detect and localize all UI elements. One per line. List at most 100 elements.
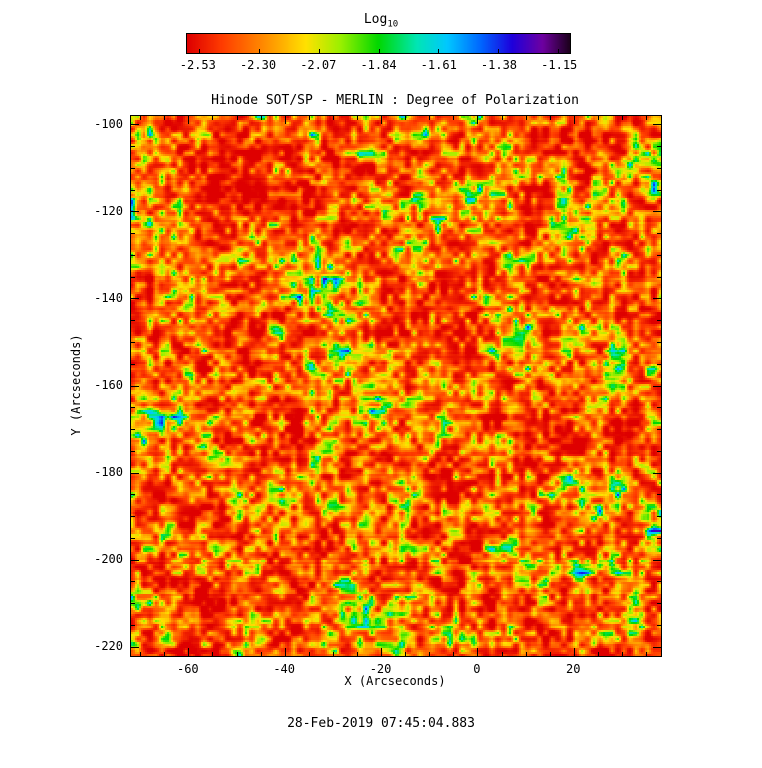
x-minor-tick [164,652,166,656]
y-minor-tick [131,625,135,627]
y-minor-tick [657,429,661,431]
colorbar-tick [198,49,200,53]
x-minor-tick [453,116,455,120]
colorbar-tick [558,49,560,53]
timestamp: 28-Feb-2019 07:45:04.883 [287,716,475,731]
y-minor-tick [131,537,135,539]
y-minor-tick [657,320,661,322]
y-major-tick [653,472,661,474]
x-minor-tick [164,116,166,120]
y-minor-tick [657,254,661,256]
x-major-tick [573,648,575,656]
y-major-tick [653,211,661,213]
y-tick-label: -220 [94,639,123,654]
x-minor-tick [429,652,431,656]
x-major-tick [188,116,190,124]
x-minor-tick [597,652,599,656]
y-major-tick [131,124,139,126]
y-minor-tick [131,189,135,191]
x-major-tick [477,116,479,124]
x-tick-label: -60 [176,662,199,676]
y-minor-tick [657,341,661,343]
x-minor-tick [646,116,648,120]
y-minor-tick [131,145,135,147]
y-minor-tick [657,189,661,191]
y-minor-tick [657,516,661,518]
x-major-tick [284,648,286,656]
x-minor-tick [236,116,238,120]
x-minor-tick [308,652,310,656]
colorbar-tick-label: -1.38 [480,58,518,72]
x-minor-tick [621,116,623,120]
y-tick-label: -160 [94,378,123,392]
colorbar-title: Log10 [0,12,762,30]
plot-frame [130,115,662,657]
y-minor-tick [657,603,661,605]
colorbar-tick [438,49,440,53]
y-axis-label: Y (Arcseconds) [69,334,83,436]
y-minor-tick [131,276,135,278]
y-major-tick [653,124,661,126]
y-minor-tick [657,450,661,452]
y-major-tick [131,298,139,300]
x-major-tick [573,116,575,124]
x-minor-tick [429,116,431,120]
x-minor-tick [140,652,142,656]
x-minor-tick [212,116,214,120]
y-minor-tick [657,625,661,627]
x-minor-tick [332,116,334,120]
y-tick-label: -120 [94,203,123,218]
x-minor-tick [453,652,455,656]
y-minor-tick [131,603,135,605]
y-minor-tick [131,450,135,452]
x-minor-tick [308,116,310,120]
x-minor-tick [621,652,623,656]
y-minor-tick [131,363,135,365]
x-minor-tick [332,652,334,656]
x-tick-label: 0 [473,662,481,676]
y-minor-tick [131,429,135,431]
colorbar-tick-label: -2.53 [179,58,216,72]
y-major-tick [653,646,661,648]
y-minor-tick [131,494,135,496]
y-tick-label: -100 [94,116,123,131]
y-minor-tick [657,494,661,496]
colorbar-gradient [187,34,570,53]
x-minor-tick [236,652,238,656]
y-tick-label: -200 [94,552,123,567]
x-minor-tick [140,116,142,120]
x-tick-label: 20 [566,662,581,676]
y-major-tick [131,559,139,561]
x-minor-tick [501,116,503,120]
x-minor-tick [405,116,407,120]
colorbar-tick-label: -2.07 [300,58,337,72]
y-minor-tick [131,407,135,409]
y-major-tick [131,472,139,474]
heatmap-canvas [131,116,661,656]
colorbar-tick-label: -2.30 [239,58,277,72]
x-major-tick [188,648,190,656]
x-tick-label: -20 [369,662,392,676]
x-minor-tick [405,652,407,656]
x-minor-tick [549,116,551,120]
y-major-tick [131,385,139,387]
x-minor-tick [212,652,214,656]
x-minor-tick [525,652,527,656]
y-minor-tick [131,167,135,169]
x-major-tick [477,648,479,656]
colorbar-tick-label: -1.15 [541,58,578,72]
x-minor-tick [260,116,262,120]
colorbar-tick [378,49,380,53]
x-minor-tick [549,652,551,656]
colorbar-label: Log [363,12,388,27]
y-minor-tick [131,581,135,583]
y-minor-tick [657,581,661,583]
x-minor-tick [597,116,599,120]
y-major-tick [131,646,139,648]
x-minor-tick [501,652,503,656]
x-minor-tick [356,116,358,120]
x-major-tick [381,648,383,656]
y-minor-tick [131,341,135,343]
plot-title: Hinode SOT/SP - MERLIN : Degree of Polar… [211,93,579,108]
